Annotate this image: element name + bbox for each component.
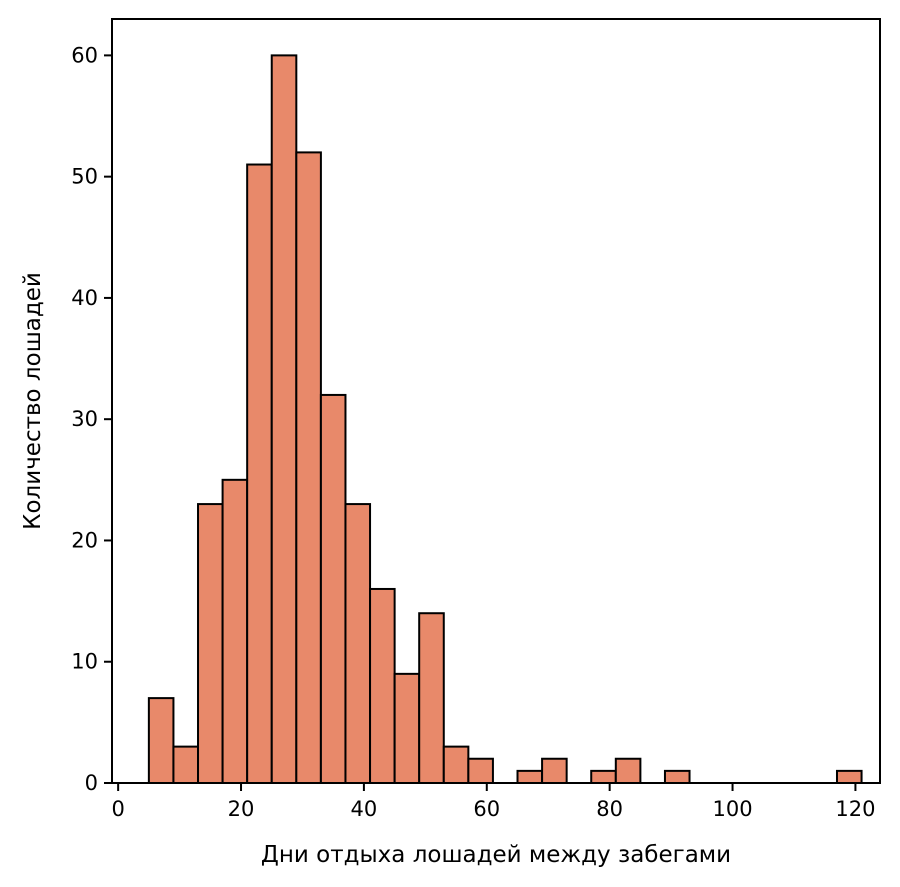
histogram-bar [663,769,691,784]
histogram-bar [835,769,863,784]
x-axis-ticks: 0 20 40 60 80 100 120 [111,783,875,821]
histogram-bar [319,393,347,784]
x-tick-label: 100 [712,797,752,821]
histogram-bar [295,151,322,784]
histogram-bar [147,697,175,784]
histogram-bar [172,745,200,784]
histogram-bar [246,163,273,784]
x-axis-label: Дни отдыха лошадей между забегами [261,842,731,868]
x-tick-label: 80 [596,797,623,821]
y-tick-label: 0 [85,771,98,795]
y-axis-ticks: 0 10 20 30 40 50 60 [71,43,112,795]
histogram-bar [270,54,298,784]
histogram-bar [393,672,421,784]
histogram-bar [369,587,396,785]
histogram-bar [197,503,224,784]
histogram-bar [467,757,494,784]
x-tick-label: 120 [835,797,875,821]
plot-frame [111,18,881,784]
y-tick-label: 50 [71,165,98,189]
x-tick-label: 0 [111,797,124,821]
histogram-bar [614,757,642,784]
x-tick-label: 20 [228,797,255,821]
histogram-bar [418,612,445,784]
histogram-bar [344,503,372,784]
x-tick-label: 40 [351,797,378,821]
y-tick-label: 20 [71,528,98,552]
y-tick-label: 60 [71,43,98,67]
histogram-bar [590,769,617,784]
histogram-bar [442,745,470,784]
y-tick-label: 10 [71,650,98,674]
histogram-bar [541,757,568,784]
histogram-bar [516,769,544,784]
y-tick-label: 40 [71,286,98,310]
y-axis-label: Количество лошадей [20,272,46,530]
x-tick-label: 60 [473,797,500,821]
bars-group [147,54,863,785]
histogram-bar [221,478,249,784]
y-tick-label: 30 [71,407,98,431]
